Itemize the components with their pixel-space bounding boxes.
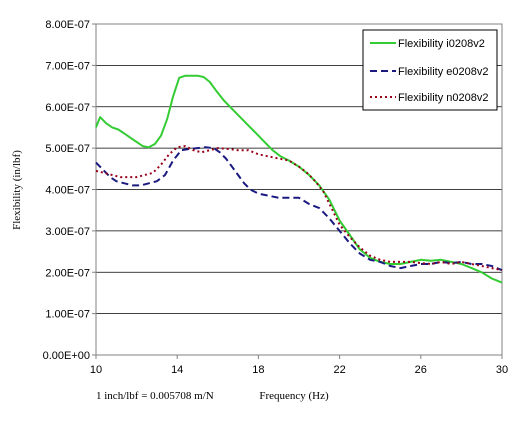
y-tick-label-0: 0.00E+00 (43, 350, 90, 362)
legend: Flexibility i0208v2 Flexibility e0208v2 … (362, 29, 498, 111)
y-tick-label-7: 7.00E-07 (45, 60, 90, 72)
legend-label-1: Flexibility e0208v2 (398, 66, 489, 78)
conversion-note: 1 inch/lbf = 0.005708 m/N (96, 390, 214, 402)
y-tick-label-4: 4.00E-07 (45, 185, 90, 197)
legend-label-2: Flexibility n0208v2 (398, 92, 489, 104)
grid-lines (96, 64, 502, 315)
y-tick-label-1: 1.00E-07 (45, 309, 90, 321)
x-tick-label-1: 14 (171, 364, 183, 376)
y-tick-label-8: 8.00E-07 (45, 19, 90, 31)
y-tick-label-5: 5.00E-07 (45, 143, 90, 155)
x-tick-label-4: 26 (415, 364, 427, 376)
x-tick-label-2: 18 (252, 364, 264, 376)
y-axis-label: Flexibility (in/lbf) (11, 150, 23, 230)
y-tick-labels: 0.00E+00 1.00E-07 2.00E-07 3.00E-07 4.00E-07… (43, 19, 96, 362)
x-axis-label: Frequency (Hz) (259, 390, 329, 402)
y-tick-label-6: 6.00E-07 (45, 102, 90, 114)
y-tick-label-2: 2.00E-07 (45, 267, 90, 279)
series-line-2 (95, 145, 503, 272)
y-tick-label-3: 3.00E-07 (45, 226, 90, 238)
x-tick-label-5: 30 (496, 364, 508, 376)
x-tick-label-0: 10 (90, 364, 102, 376)
x-tick-labels: 10 14 18 22 26 30 (90, 355, 508, 376)
legend-label-0: Flexibility i0208v2 (398, 38, 485, 50)
series-lines (95, 74, 503, 284)
series-line-0 (95, 74, 503, 284)
x-tick-label-3: 22 (333, 364, 345, 376)
